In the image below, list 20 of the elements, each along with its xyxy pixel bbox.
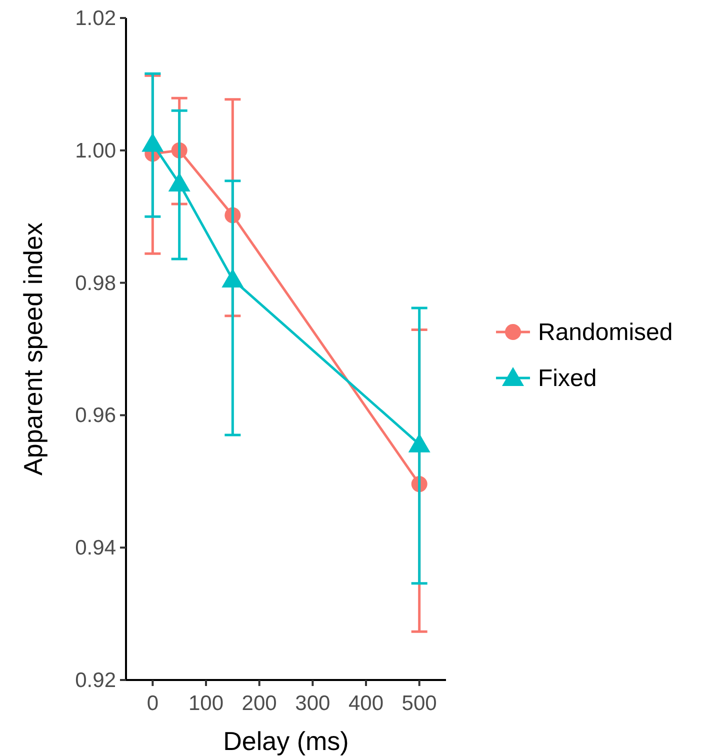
y-tick-label: 0.98 <box>75 272 116 295</box>
point <box>222 268 244 288</box>
x-tick-label: 0 <box>146 692 159 715</box>
x-tick-label: 200 <box>242 692 277 715</box>
y-tick-label: 1.02 <box>75 7 116 30</box>
x-tick-label: 100 <box>188 692 224 715</box>
x-tick-label: 400 <box>348 692 384 715</box>
point <box>408 433 430 452</box>
y-tick-label: 1.00 <box>75 139 116 162</box>
x-axis-title: Delay (ms) <box>223 726 349 756</box>
legend-label: Fixed <box>538 365 597 392</box>
y-axis-title: Apparent speed index <box>18 222 48 476</box>
x-tick-label: 300 <box>295 692 330 715</box>
point <box>142 132 164 152</box>
x-tick-label: 500 <box>402 692 437 715</box>
legend-label: Randomised <box>538 319 673 346</box>
y-tick-label: 0.96 <box>75 404 116 428</box>
point <box>168 172 190 192</box>
y-tick-label: 0.94 <box>75 536 116 560</box>
y-tick-label: 0.92 <box>75 669 116 692</box>
